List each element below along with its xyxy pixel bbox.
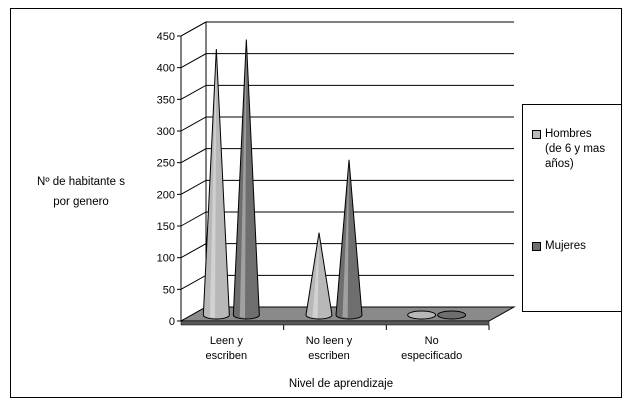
cone-highlight-1-0	[239, 39, 247, 318]
legend: Hombres (de 6 y mas años) Mujeres	[522, 104, 622, 312]
x-tick-label-1: No leen y escriben	[306, 335, 353, 362]
x-tick-label-2: No especificado	[401, 335, 462, 362]
y-axis-label: Nº de habitante s por genero	[37, 176, 125, 208]
y-tick-label-250: 250	[157, 158, 175, 170]
side-wall	[180, 21, 207, 322]
x-tick-label-0: Leen y escriben	[206, 335, 248, 362]
y-tick-label-0: 0	[169, 316, 175, 328]
floor-edge	[180, 320, 490, 326]
y-tick-label-200: 200	[157, 189, 175, 201]
cone-highlight-0-1	[312, 232, 319, 318]
cone-body-0-0	[202, 48, 230, 320]
chart-frame: 0 50 100 150 200 250 300 350 400 450 Leen y escribe…	[10, 8, 622, 398]
cone-body-1-0	[232, 39, 260, 320]
gridline-150	[180, 211, 514, 227]
legend-label-hombres: Hombres (de 6 y mas años)	[545, 128, 606, 170]
cone-1-1	[335, 159, 363, 320]
legend-swatch-mujeres	[532, 242, 541, 251]
cone-body-0-1	[305, 232, 333, 320]
y-tick-label-450: 450	[157, 31, 175, 43]
cone-body-1-1	[335, 159, 363, 320]
cone-1-0	[232, 39, 260, 320]
gridline-100	[180, 243, 514, 259]
gridline-400	[180, 53, 514, 69]
gridline-250	[180, 148, 514, 164]
y-tick-label-300: 300	[157, 126, 175, 138]
x-axis-label: Nivel de aprendizaje	[288, 378, 394, 390]
cone-0-1	[305, 232, 333, 320]
cone-highlight-0-0	[209, 49, 217, 318]
chart-plot: 0 50 100 150 200 250 300 350 400 450 Leen y escribe…	[157, 21, 516, 362]
gridline-200	[180, 179, 514, 195]
gridline-350	[180, 84, 514, 100]
cone-0-0	[202, 48, 230, 320]
y-tick-label-150: 150	[157, 221, 175, 233]
y-tick-label-100: 100	[157, 253, 175, 265]
legend-label-mujeres: Mujeres	[545, 240, 586, 252]
gridline-450	[180, 21, 514, 37]
cone-1-2	[437, 310, 467, 320]
legend-swatch-hombres	[532, 130, 541, 139]
cone-highlight-1-1	[342, 159, 349, 318]
y-tick-label-350: 350	[157, 94, 175, 106]
gridline-300	[180, 116, 514, 132]
cone-0-2	[407, 310, 437, 320]
y-tick-label-400: 400	[157, 63, 175, 75]
y-tick-label-50: 50	[163, 284, 175, 296]
